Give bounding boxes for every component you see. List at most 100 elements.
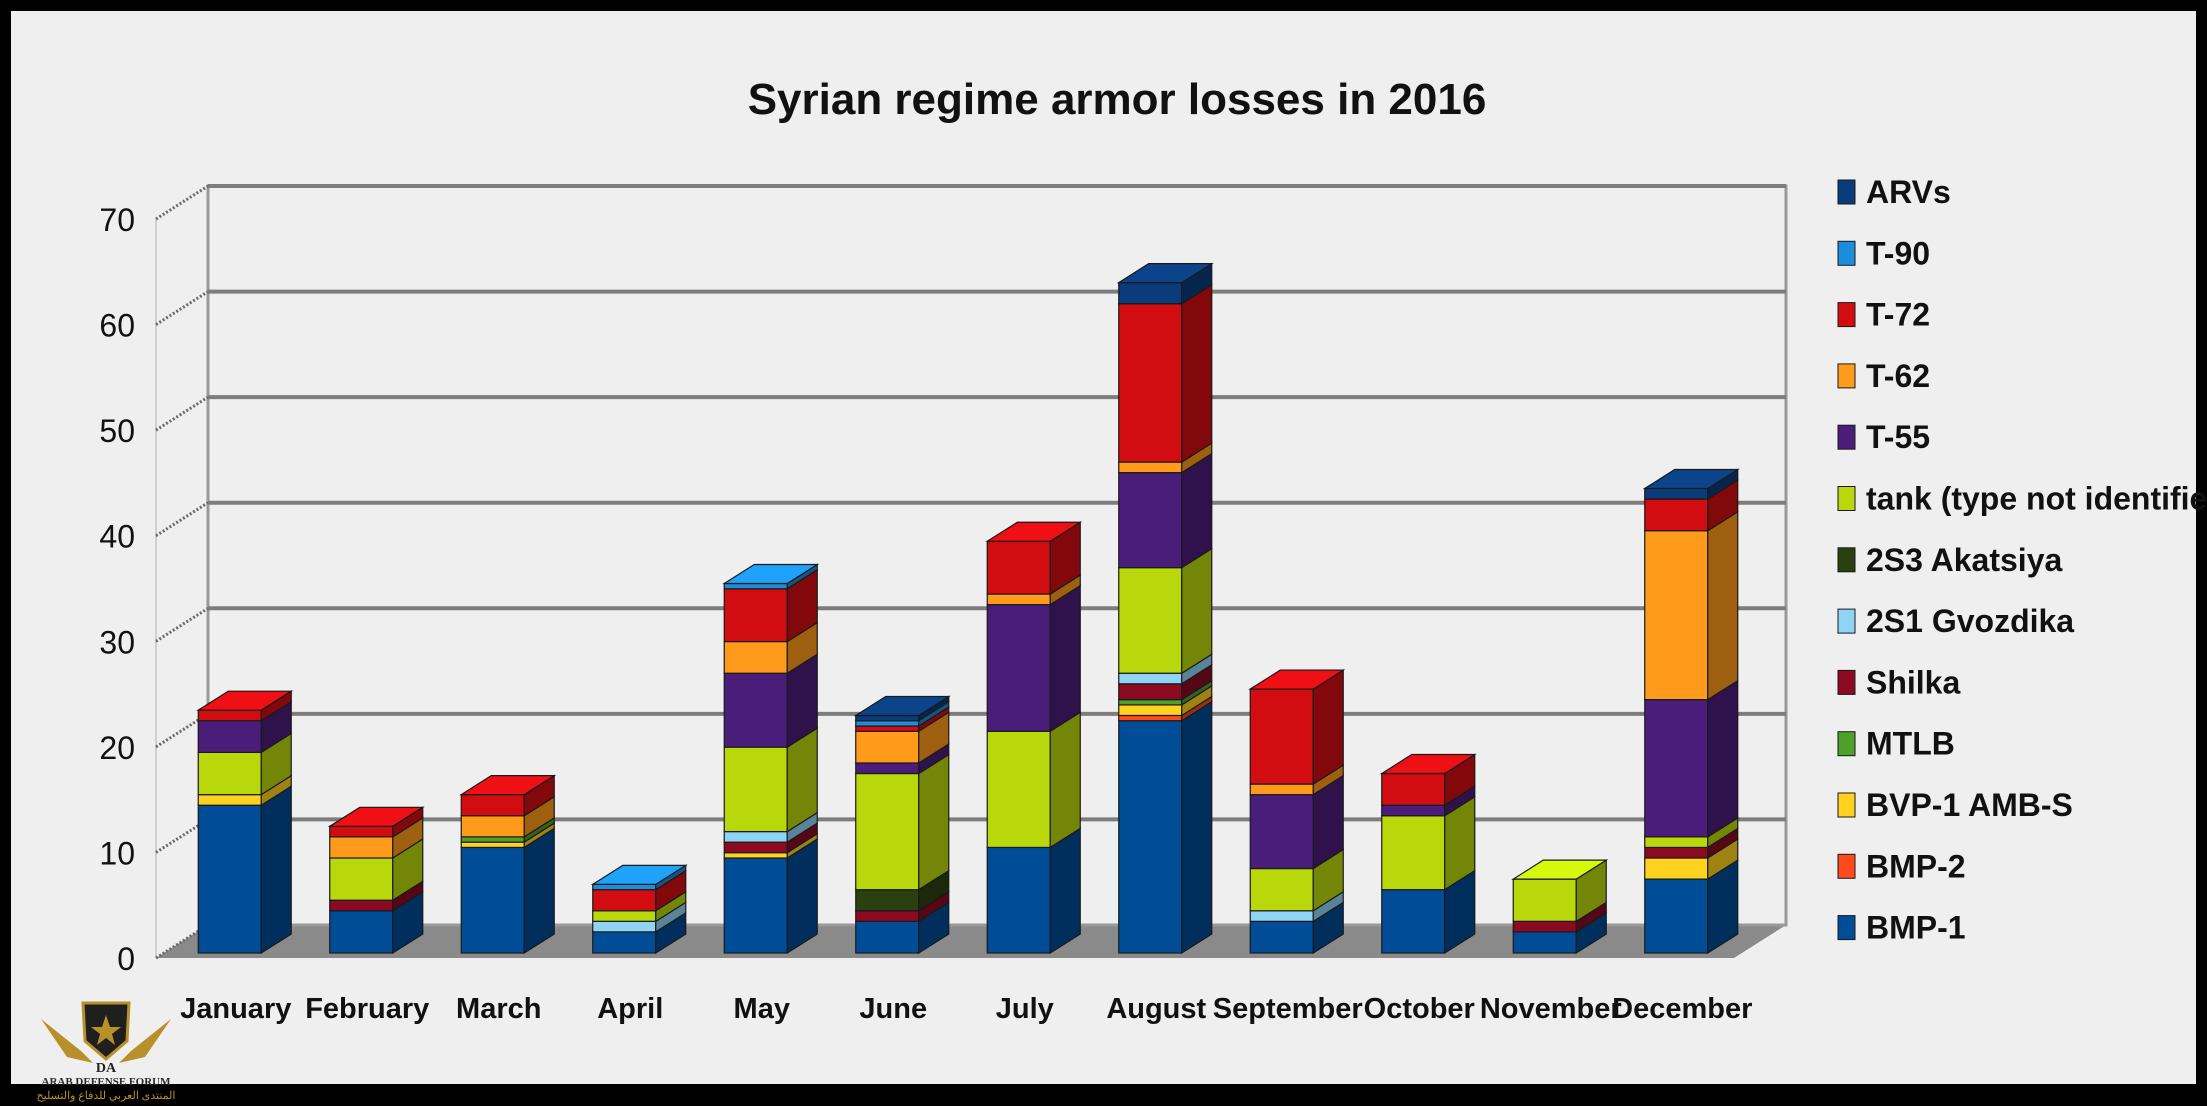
bar-segment	[1249, 867, 1314, 912]
bar-stack-june	[853, 695, 951, 955]
bar-segment	[592, 910, 657, 922]
bar-top	[1511, 859, 1609, 880]
bar-top	[722, 563, 820, 585]
x-tick-label: January	[180, 993, 291, 1025]
legend-label: BMP-1	[1866, 910, 1966, 946]
legend-swatch	[1837, 853, 1856, 879]
logo-subtitle: المنتدى العربي للدفاع والتسليح	[37, 1090, 176, 1102]
side-wall-tick	[155, 607, 209, 643]
logo-name: ARAB DEFENSE FORUM	[42, 1076, 172, 1088]
bar-segment-side	[1707, 510, 1739, 701]
bar-segment-side	[1181, 700, 1213, 955]
bars-layer	[196, 262, 1740, 955]
bar-segment-side	[260, 785, 292, 955]
bar-segment	[1381, 772, 1446, 806]
y-tick-label: 10	[99, 835, 135, 871]
bar-segment	[1381, 804, 1446, 817]
bar-stack-september	[1248, 668, 1346, 955]
bar-stack-january	[196, 690, 294, 955]
bar-segment	[723, 588, 788, 643]
bar-stack-december	[1642, 468, 1740, 955]
bar-segment	[1118, 567, 1183, 674]
bar-segment	[1512, 931, 1577, 954]
bar-segment-side	[1049, 827, 1081, 955]
bar-segment	[855, 920, 920, 954]
legend-label: ARVs	[1866, 174, 1951, 210]
legend-swatch	[1837, 731, 1856, 757]
bar-segment	[855, 725, 920, 732]
chart-canvas: Syrian regime armor losses in 2016 0 10 20…	[37, 75, 2207, 1102]
bar-segment-side	[1707, 679, 1739, 838]
bar-segment	[197, 794, 262, 806]
bar-segment	[1249, 783, 1314, 796]
bar-segment	[1118, 461, 1183, 474]
legend-label: T-90	[1866, 235, 1930, 271]
bar-top	[1116, 263, 1214, 284]
legend-swatch	[1837, 792, 1856, 818]
bar-stack-august	[1116, 262, 1214, 955]
bar-segment	[1118, 683, 1183, 701]
legend-label: BVP-1 AMB-S	[1866, 787, 2073, 823]
bar-top	[985, 521, 1083, 542]
bar-segment	[592, 920, 657, 933]
bar-segment	[1512, 878, 1577, 922]
bar-segment	[986, 604, 1051, 732]
bar-segment	[855, 730, 920, 764]
bar-segment	[1118, 472, 1183, 569]
bar-segment	[855, 910, 920, 922]
bar-top	[853, 695, 951, 717]
bar-segment	[592, 931, 657, 954]
bar-segment	[1644, 699, 1709, 838]
bar-segment	[329, 857, 394, 901]
bar-segment	[1381, 889, 1446, 954]
plot-floor	[156, 925, 1786, 958]
bar-stack-may	[722, 563, 820, 955]
bar-segment	[329, 899, 394, 912]
bar-segment	[855, 762, 920, 775]
y-tick-label: 0	[117, 941, 135, 977]
bar-segment	[986, 540, 1051, 595]
bar-segment	[460, 841, 525, 849]
bar-stack-november	[1511, 859, 1609, 955]
bar-segment	[723, 582, 788, 590]
bar-segment	[197, 709, 262, 722]
bar-stack-march	[459, 774, 557, 955]
bar-segment-side	[1181, 547, 1213, 675]
bar-segment	[986, 730, 1051, 849]
bar-segment	[329, 825, 394, 838]
bar-segment-side	[918, 753, 950, 891]
bar-segment	[460, 815, 525, 838]
bar-segment	[855, 889, 920, 912]
bar-segment	[329, 910, 394, 954]
bar-segment	[723, 857, 788, 954]
bar-stack-july	[985, 521, 1083, 955]
bar-segment	[1118, 303, 1183, 463]
legend-swatch	[1837, 363, 1856, 389]
bar-segment	[855, 720, 920, 727]
legend-swatch	[1837, 302, 1856, 328]
y-tick-label: 60	[99, 308, 135, 344]
bar-segment-side	[1312, 668, 1344, 786]
x-tick-label: November	[1480, 993, 1622, 1025]
legend-swatch	[1837, 424, 1856, 450]
bar-segment	[460, 836, 525, 843]
bar-segment	[1249, 910, 1314, 922]
logo-mark: DA	[96, 1061, 117, 1076]
bar-segment	[1118, 714, 1183, 722]
x-tick-label: June	[859, 993, 927, 1025]
legend-label: T-72	[1866, 297, 1930, 333]
bar-segment	[1644, 878, 1709, 954]
bar-segment-side	[1049, 584, 1081, 733]
y-tick-label: 40	[99, 519, 135, 555]
legend-label: BMP-2	[1866, 848, 1966, 884]
x-tick-label: August	[1106, 993, 1206, 1025]
bar-top	[1379, 753, 1477, 775]
side-wall-tick	[155, 395, 209, 432]
bar-segment	[1249, 794, 1314, 870]
legend-swatch	[1837, 915, 1856, 941]
x-tick-label: May	[734, 993, 790, 1025]
axis-labels-layer: 0 10 20 30 40 50 60 70 January February March April…	[99, 202, 1752, 1025]
bar-top	[1642, 468, 1740, 490]
bar-top	[1248, 669, 1346, 690]
logo-wing-right-icon	[119, 1019, 171, 1063]
